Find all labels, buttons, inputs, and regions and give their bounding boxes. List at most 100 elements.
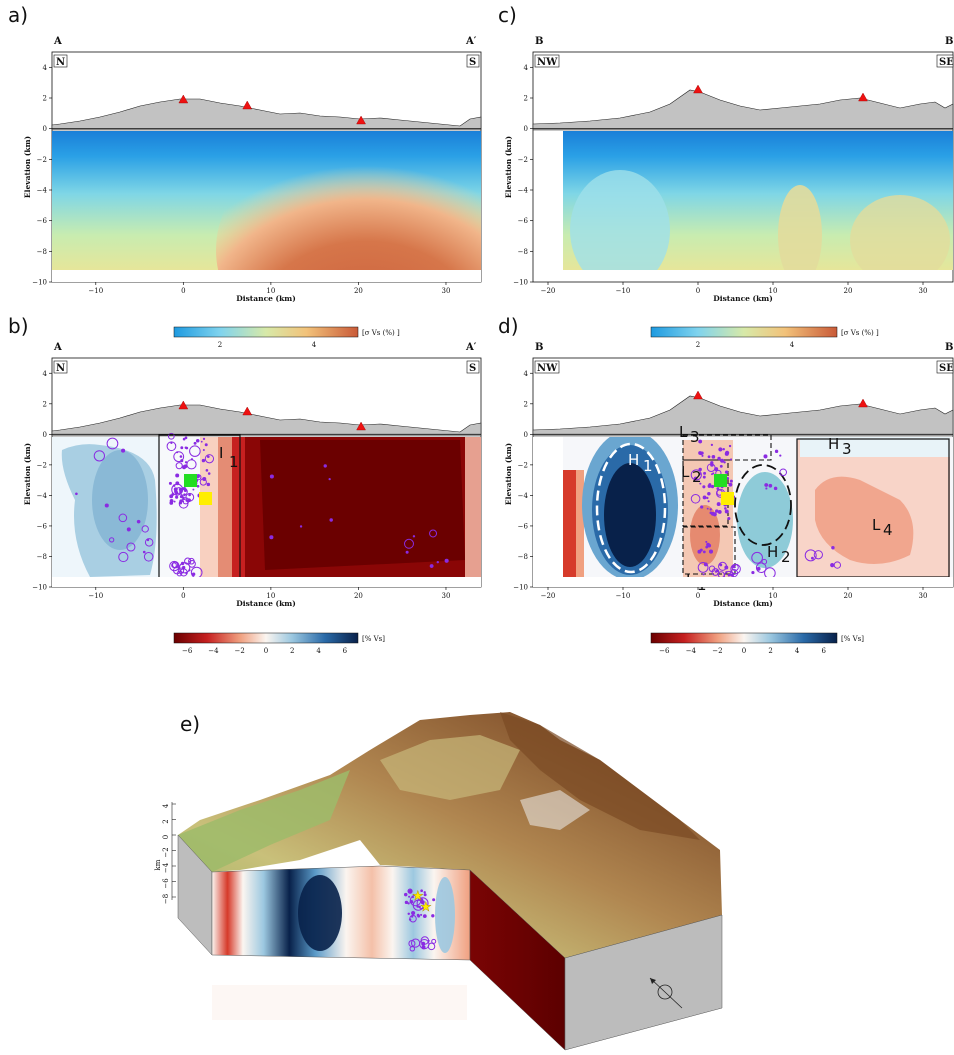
earthquake-marker: [118, 551, 129, 563]
earthquake-marker: [421, 900, 425, 904]
ylabel-a: Elevation (km): [23, 136, 32, 198]
volcanoes-d: [693, 390, 868, 408]
earthquake-marker: [703, 471, 707, 475]
ylabel-d: Elevation (km): [504, 443, 513, 505]
earthquake-marker: [420, 913, 423, 916]
earthquake-marker: [702, 475, 706, 479]
colorbar-dvs-tick: 4: [316, 647, 321, 655]
topography-b: [51, 404, 482, 437]
earthquake-marker: [93, 450, 106, 462]
earthquake-marker: [182, 487, 186, 491]
earthquake-marker: [185, 446, 189, 450]
dir-label-d-right: SE: [939, 363, 954, 374]
slow-l4-core-d: [815, 476, 914, 564]
dir-box-d-right: [936, 360, 954, 374]
earthquake-marker: [195, 438, 200, 443]
annotation-I1-sub: 1: [229, 453, 239, 471]
earthquake-marker: [121, 448, 126, 453]
green-marker-b: [184, 474, 197, 487]
earthquake-marker: [768, 483, 773, 488]
ytick-label: −10: [32, 279, 47, 287]
earthquake-marker: [728, 444, 732, 448]
ytick-label: −6: [37, 522, 48, 530]
earthquake-marker: [404, 538, 414, 549]
topography-c: [532, 89, 954, 131]
dir-box-b-left: [53, 360, 68, 374]
earthquake-marker: [719, 464, 723, 468]
colorbar-sigma-unit-right: [σ Vs (%) ]: [841, 329, 879, 337]
earthquake-marker: [727, 516, 731, 521]
dir-label-a-left: N: [56, 57, 65, 68]
ytick-label: −6: [37, 217, 48, 225]
sigma-high-c1: [778, 185, 822, 270]
earthquake-marker: [423, 893, 427, 897]
earthquake-marker: [751, 551, 763, 564]
xlabel-d: Distance (km): [713, 599, 773, 608]
earthquake-marker: [810, 556, 814, 560]
ytick-label: −10: [513, 279, 528, 287]
earthquake-marker: [444, 558, 449, 563]
earthquake-marker: [118, 513, 128, 523]
earthquake-marker: [714, 467, 719, 472]
earthquake-marker: [717, 456, 721, 461]
earthquake-marker: [711, 455, 716, 459]
ytick-label: 0: [524, 431, 528, 439]
xtick-label: 10: [266, 287, 275, 295]
slice-fast-right: [435, 877, 455, 953]
earthquake-marker: [416, 897, 429, 910]
slow-strip-d1: [563, 470, 579, 577]
annotation-L2-sub: 2: [692, 468, 702, 486]
annotation-L2-letter: L: [681, 463, 690, 481]
earthquake-marker: [179, 455, 183, 458]
terrain-snow: [520, 790, 590, 830]
earthquake-marker: [710, 463, 714, 467]
earthquake-marker: [168, 481, 172, 485]
earthquake-marker: [204, 443, 208, 447]
sigma-high-c2: [850, 195, 950, 270]
earthquake-marker: [180, 561, 185, 566]
earthquake-marker: [707, 500, 710, 503]
earthquake-marker: [420, 889, 423, 893]
yellow-marker-b: [199, 492, 212, 505]
earthquake-marker: [707, 455, 711, 459]
ellipse-H1: [595, 442, 667, 574]
panel-label-e: e): [180, 712, 200, 736]
volcano-icon: [356, 421, 366, 431]
earthquake-marker: [804, 549, 817, 562]
earthquake-marker: [429, 564, 434, 568]
panel-label-d: d): [498, 314, 519, 338]
edge-b: [465, 437, 481, 577]
xtick-label: 20: [844, 287, 853, 295]
earthquake-marker: [707, 484, 712, 488]
panel-label-b: b): [8, 314, 29, 338]
earthquake-marker: [207, 472, 211, 475]
topography-a: [51, 98, 482, 131]
ylabel-c: Elevation (km): [504, 136, 513, 198]
colorbar-dvs-unit-left: [% Vs]: [362, 635, 385, 643]
earthquake-marker: [411, 896, 414, 899]
earthquake-marker: [724, 451, 729, 456]
colorbar-dvs-tick: 2: [290, 647, 294, 655]
colorbar-sigma-right: [σ Vs (%) ] 2 4: [650, 326, 879, 349]
earthquake-marker: [706, 496, 709, 500]
earthquake-marker: [136, 519, 141, 524]
earthquake-marker: [173, 566, 181, 575]
ytick-label: −8: [37, 553, 47, 561]
ytick-label: 0: [524, 125, 528, 133]
terrain-ridge: [500, 712, 700, 840]
earthquake-marker: [206, 455, 210, 459]
earthquake-marker: [729, 479, 733, 483]
volcano-icon: [242, 100, 253, 110]
colorbar-dvs-right: [% Vs] −6 −4 −2 0 2 4 6: [650, 632, 864, 655]
earthquake-marker: [407, 912, 410, 916]
xtick-label: −10: [616, 592, 631, 600]
earthquake-marker: [765, 487, 768, 490]
earthquake-marker: [706, 507, 709, 510]
earthquake-marker: [427, 942, 436, 951]
earthquake-marker: [196, 484, 200, 488]
earthquake-marker: [187, 498, 191, 503]
earthquake-marker: [175, 481, 180, 486]
colorbar-dvs-tick: 0: [264, 647, 268, 655]
earthquake-marker: [429, 529, 438, 538]
